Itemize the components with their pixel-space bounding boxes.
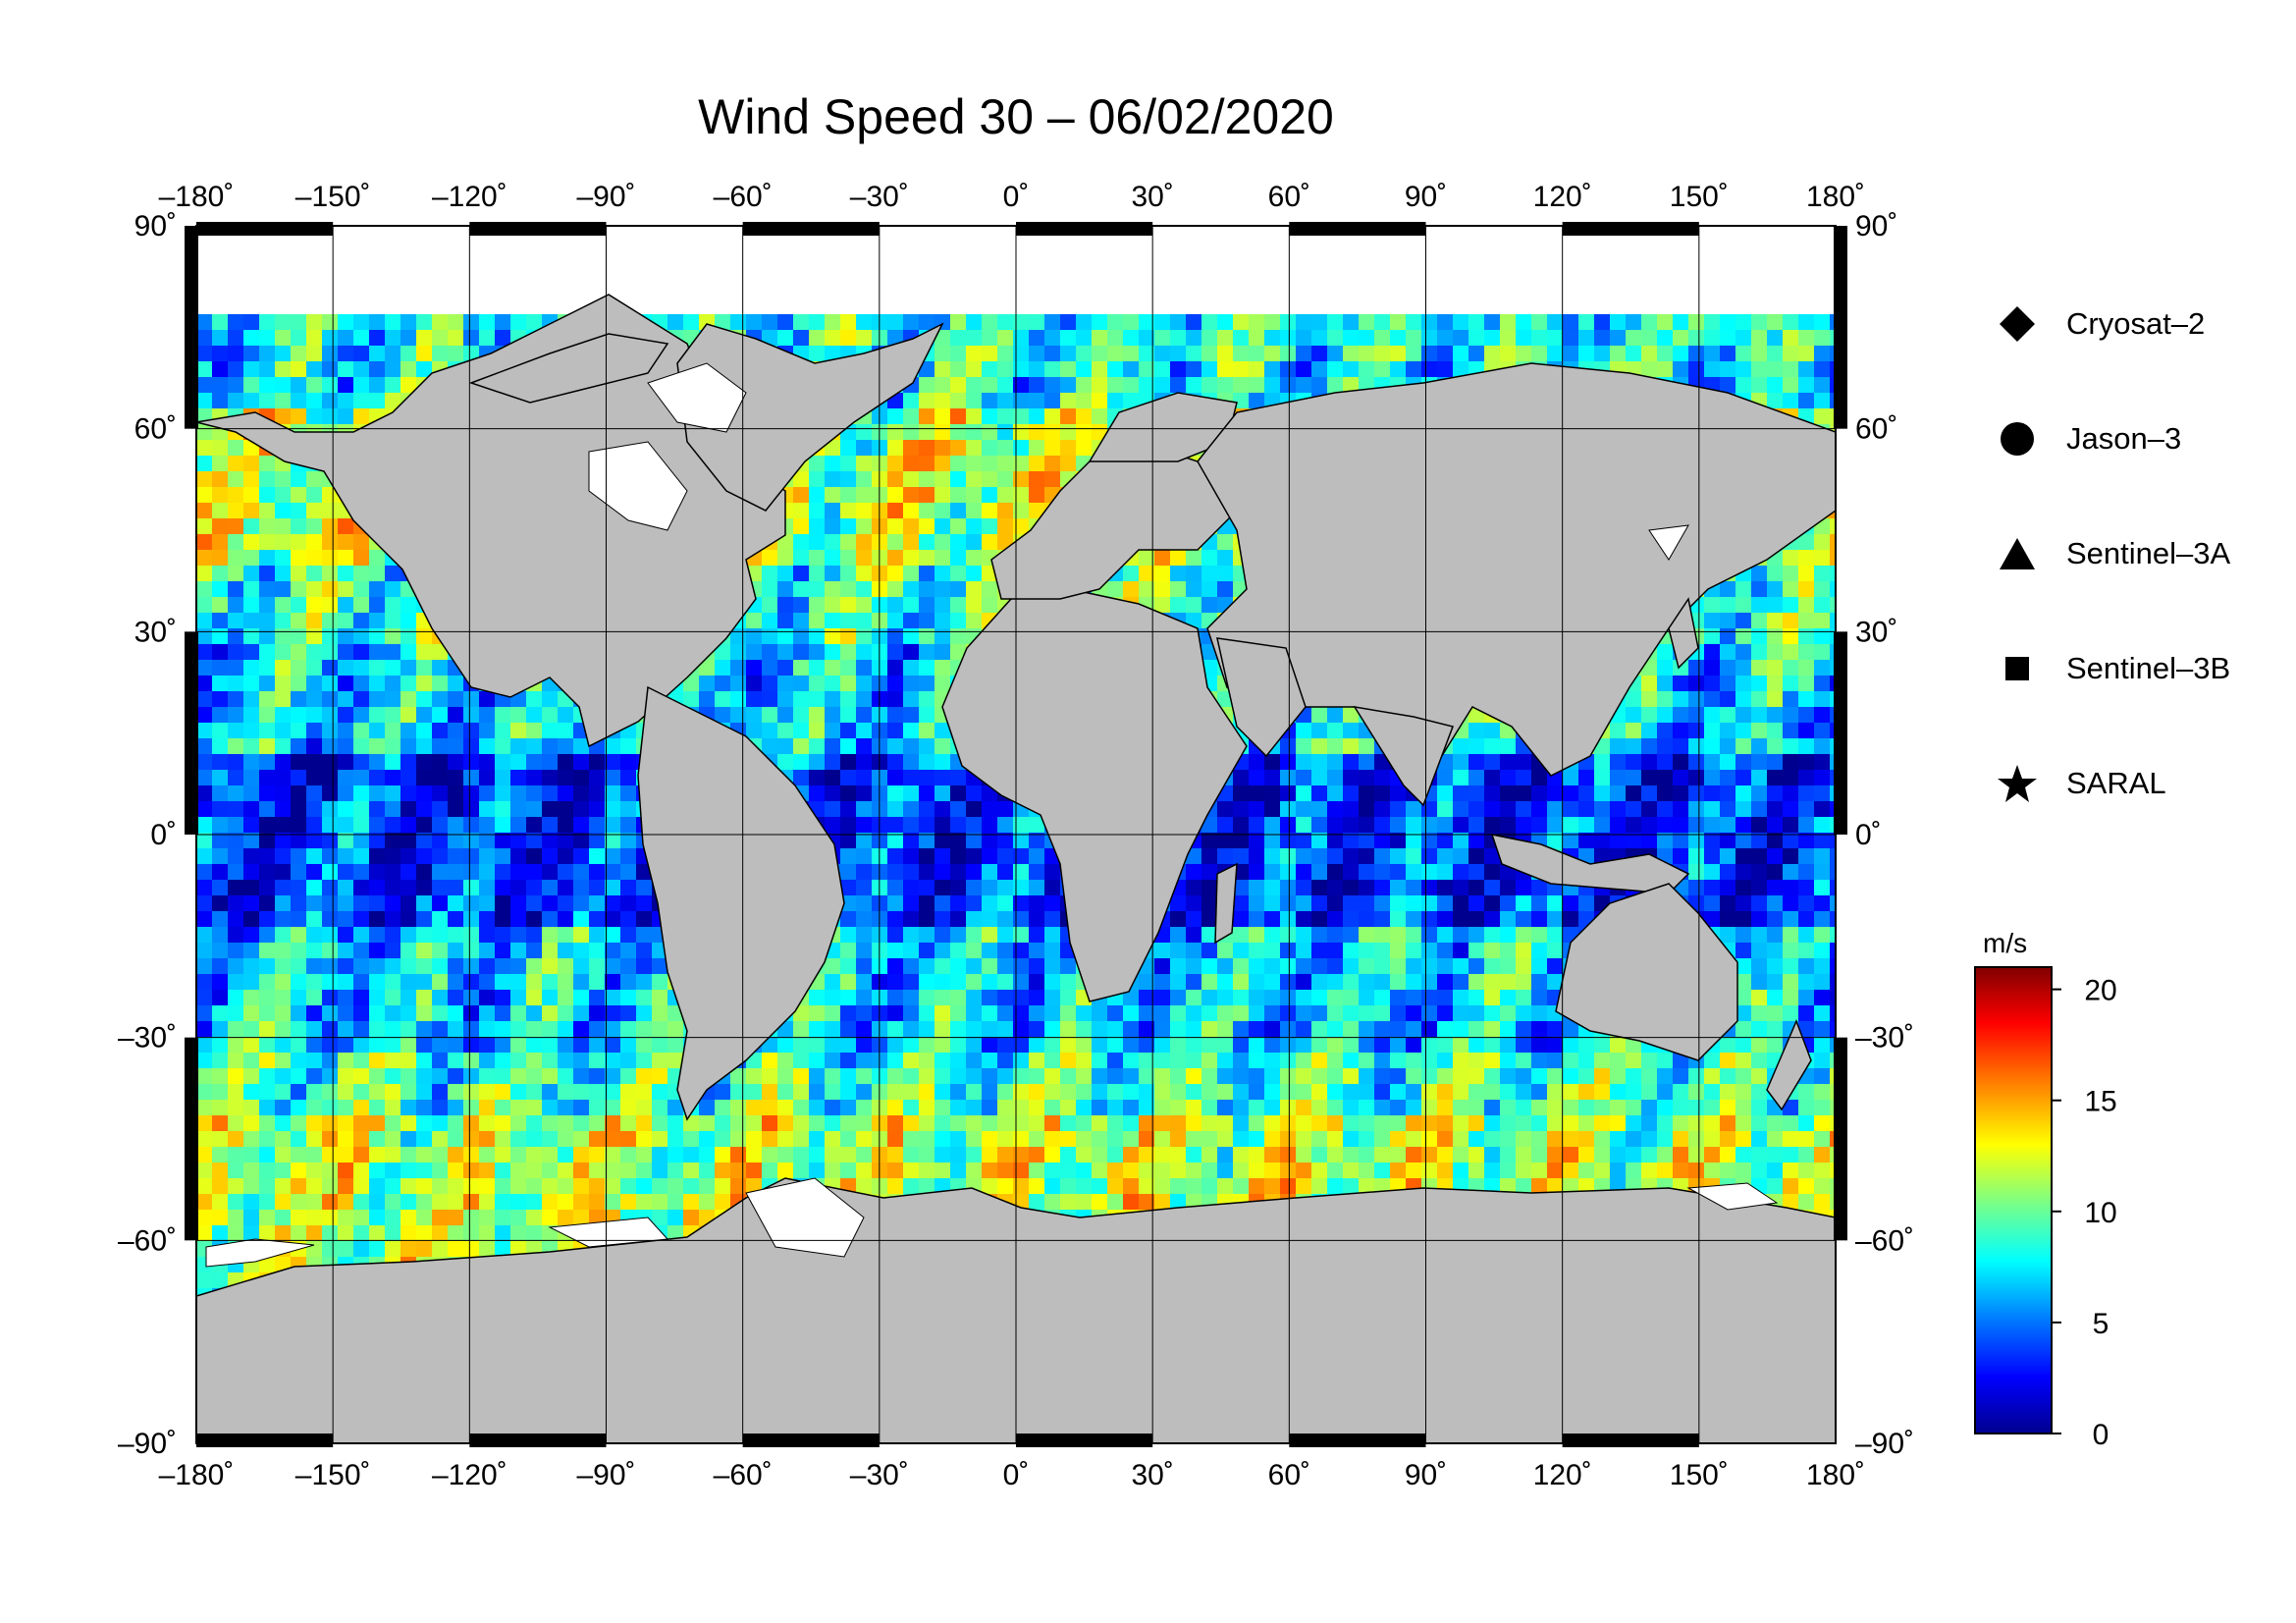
map-title: Wind Speed 30 – 06/02/2020 (698, 89, 1334, 144)
colorbar-tick-label: 5 (2093, 1308, 2109, 1340)
colorbar: 0 5 10 15 20 (1974, 966, 2117, 1451)
lat-label-right: 0˚ (1855, 819, 1882, 851)
colorbar-gradient (1974, 966, 2053, 1434)
lat-label-right: –60˚ (1855, 1224, 1914, 1257)
lon-label-bottom: 180˚ (1806, 1459, 1865, 1491)
lon-label-bottom: 150˚ (1670, 1459, 1729, 1491)
arabian-peninsula-land (1216, 637, 1307, 758)
lon-label-bottom: –120˚ (432, 1459, 507, 1491)
lat-label-right: 60˚ (1855, 413, 1897, 446)
lat-label-left: 30˚ (134, 616, 177, 648)
okhotsk-ice (1648, 524, 1689, 561)
lon-label-bottom: –60˚ (714, 1459, 773, 1491)
colorbar-tick-label: 10 (2084, 1197, 2116, 1229)
triangle-icon (1998, 534, 2037, 573)
australia-land (1555, 883, 1738, 1061)
lat-label-left: –90˚ (118, 1428, 177, 1460)
madagascar-land (1214, 862, 1238, 945)
lon-label-top: –90˚ (576, 181, 635, 213)
lat-label-right: 30˚ (1855, 616, 1897, 648)
colorbar-tick-label: 15 (2084, 1086, 2116, 1118)
colorbar-unit: m/s (1983, 928, 2028, 958)
map-frame-bars (185, 222, 1847, 1447)
colorbar-ticks: 0 5 10 15 20 (2052, 975, 2117, 1451)
lon-label-bottom: 60˚ (1268, 1459, 1310, 1491)
legend-label: Jason–3 (2066, 421, 2182, 456)
scandinavia-land (1088, 392, 1238, 462)
sea-ice (205, 362, 1779, 1268)
lon-label-top: –120˚ (432, 181, 507, 213)
arctic-ice (647, 362, 747, 433)
legend-label: Sentinel–3A (2066, 536, 2231, 570)
lon-label-top: 60˚ (1268, 181, 1310, 213)
longitude-labels-top: –180˚ –150˚ –120˚ –90˚ –60˚ –30˚ 0˚ 30˚ 60˚ 90˚ 12… (159, 181, 1865, 213)
lon-label-top: –180˚ (159, 181, 235, 213)
antarctic-ice-weddell (745, 1177, 865, 1258)
lon-label-top: –60˚ (714, 181, 773, 213)
star-icon (1998, 764, 2037, 803)
lon-label-top: 150˚ (1670, 181, 1729, 213)
legend-item-star: SARAL (1998, 759, 2166, 808)
diamond-icon (1998, 304, 2037, 344)
lon-label-top: 0˚ (1003, 181, 1030, 213)
lon-label-bottom: 120˚ (1533, 1459, 1592, 1491)
colorbar-tick-label: 0 (2093, 1419, 2109, 1451)
lon-label-top: –150˚ (295, 181, 371, 213)
legend-item-triangle: Sentinel–3A (1998, 529, 2230, 578)
north-america-land (196, 294, 786, 748)
arctic-islands (468, 333, 669, 404)
lon-label-top: 120˚ (1533, 181, 1592, 213)
antarctic-ice-east (1686, 1182, 1779, 1211)
japan-land (1668, 597, 1699, 670)
legend-label: Cryosat–2 (2066, 306, 2206, 341)
lon-label-bottom: –30˚ (850, 1459, 909, 1491)
legend-item-square: Sentinel–3B (1998, 644, 2230, 693)
lon-label-bottom: 0˚ (1003, 1459, 1030, 1491)
lon-label-bottom: 90˚ (1405, 1459, 1447, 1491)
lon-label-bottom: –90˚ (576, 1459, 635, 1491)
lon-label-top: –30˚ (850, 181, 909, 213)
lon-label-bottom: 30˚ (1131, 1459, 1173, 1491)
lon-label-bottom: –180˚ (159, 1459, 235, 1491)
south-america-land (637, 685, 845, 1121)
hudson-bay-ice (588, 441, 688, 531)
square-icon (1998, 649, 2037, 688)
southeast-asia-islands (1490, 834, 1690, 894)
greenland-land (676, 322, 944, 512)
latitude-labels-right: 90˚ 60˚ 30˚ 0˚ –30˚ –60˚ –90˚ (1855, 210, 1914, 1460)
lon-label-top: 180˚ (1806, 181, 1865, 213)
lat-label-right: 90˚ (1855, 210, 1897, 243)
legend-item-circle: Jason–3 (1998, 414, 2181, 463)
lon-label-top: 30˚ (1131, 181, 1173, 213)
lat-label-right: –30˚ (1855, 1022, 1914, 1055)
colorbar-tick-label: 20 (2084, 975, 2116, 1007)
lat-label-left: –30˚ (118, 1022, 177, 1055)
africa-land (941, 588, 1248, 1002)
circle-icon (1998, 419, 2037, 459)
legend-label: SARAL (2066, 766, 2166, 800)
lon-label-bottom: –150˚ (295, 1459, 371, 1491)
new-zealand-land (1766, 1018, 1812, 1111)
legend-label: Sentinel–3B (2066, 651, 2231, 685)
lon-label-top: 90˚ (1405, 181, 1447, 213)
lat-label-left: 0˚ (150, 819, 177, 851)
lat-label-right: –90˚ (1855, 1428, 1914, 1460)
longitude-labels-bottom: –180˚ –150˚ –120˚ –90˚ –60˚ –30˚ 0˚ 30˚ 60˚ 90˚ 12… (159, 1459, 1865, 1491)
lat-label-left: –60˚ (118, 1224, 177, 1257)
lat-label-left: 60˚ (134, 413, 177, 446)
india-land (1353, 705, 1454, 807)
legend-item-diamond: Cryosat–2 (1998, 299, 2205, 349)
latitude-labels-left: 90˚ 60˚ 30˚ 0˚ –30˚ –60˚ –90˚ (118, 210, 177, 1460)
lat-label-left: 90˚ (134, 210, 177, 243)
